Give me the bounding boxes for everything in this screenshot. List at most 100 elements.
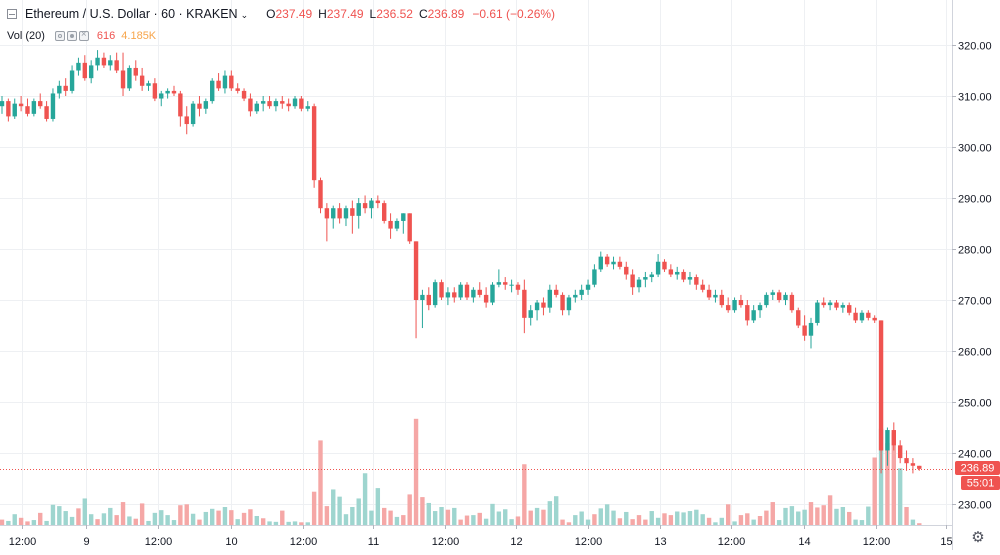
- candle: [38, 93, 43, 109]
- candle-body: [490, 284, 495, 303]
- candle: [789, 292, 795, 313]
- candle-body: [292, 98, 298, 107]
- volume-bar: [280, 510, 285, 525]
- candle-body: [216, 80, 221, 89]
- candle-body: [127, 67, 132, 89]
- volume-bar: [305, 522, 310, 525]
- candle: [114, 52, 119, 74]
- collapse-legend-icon[interactable]: [7, 9, 17, 19]
- candle-body: [178, 93, 183, 117]
- candle-body: [598, 256, 603, 270]
- candle-body: [362, 203, 368, 209]
- candle-body: [445, 292, 451, 298]
- symbol-title[interactable]: Ethereum / U.S. Dollar · 60 · KRAKEN: [25, 7, 238, 21]
- candle: [458, 282, 463, 300]
- candle: [6, 98, 11, 122]
- volume-indicator-title[interactable]: Vol (20): [7, 30, 45, 42]
- candle: [375, 195, 381, 209]
- candle: [382, 200, 387, 224]
- price-tick-label: 300.00: [958, 143, 992, 155]
- candle: [827, 300, 833, 311]
- volume-bar: [827, 495, 833, 525]
- candle: [222, 70, 228, 94]
- candle: [407, 213, 412, 244]
- volume-bar: [878, 428, 884, 525]
- candle-body: [388, 220, 393, 229]
- candle-body: [210, 80, 215, 102]
- volume-bar: [859, 520, 865, 525]
- candle-body: [375, 200, 381, 204]
- volume-bar: [146, 520, 151, 525]
- candle-body: [764, 294, 769, 306]
- candle-body: [197, 103, 202, 109]
- chart-settings-gear-icon[interactable]: ⚙: [971, 529, 985, 546]
- close-icon[interactable]: [78, 29, 89, 41]
- volume-bar: [57, 506, 62, 525]
- candle: [108, 55, 113, 71]
- gear-icon[interactable]: [66, 31, 77, 41]
- volume-bar: [675, 511, 680, 525]
- volume-bar: [388, 510, 393, 525]
- candle-body: [324, 208, 330, 219]
- volume-bar: [114, 515, 119, 525]
- candle: [490, 282, 495, 306]
- volume-bar: [496, 511, 502, 525]
- volume-bar: [630, 519, 635, 525]
- volume-bar: [248, 509, 253, 525]
- chevron-down-icon[interactable]: ⌄: [240, 9, 249, 20]
- candle: [891, 422, 896, 451]
- volume-bar: [426, 502, 431, 525]
- candle: [840, 302, 846, 313]
- candle-body: [222, 75, 228, 89]
- volume-bar: [299, 522, 304, 525]
- candle-body: [420, 294, 425, 300]
- volume-bar: [222, 507, 228, 525]
- last-price-label: 236.89: [961, 463, 995, 475]
- volume-bar: [866, 506, 871, 525]
- volume-bar: [343, 514, 349, 525]
- candle-body: [662, 261, 667, 270]
- candle-body: [337, 208, 342, 219]
- candle: [299, 96, 304, 112]
- volume-bar: [477, 512, 482, 525]
- candle-body: [6, 101, 11, 117]
- volume-bar: [579, 511, 584, 525]
- candle: [337, 203, 342, 224]
- time-tick-label: 9: [83, 536, 89, 548]
- candle: [165, 88, 170, 99]
- high-value: 237.49: [326, 7, 364, 21]
- volume-bar: [885, 443, 890, 525]
- candle-body: [515, 284, 521, 290]
- candle: [553, 284, 559, 298]
- volume-bar: [369, 510, 374, 525]
- eye-icon[interactable]: [54, 31, 65, 41]
- candle-body: [827, 302, 833, 306]
- volume-bar: [757, 516, 763, 525]
- bar-countdown-label: 55:01: [967, 478, 995, 490]
- candle-body: [305, 106, 310, 109]
- candle: [917, 465, 922, 471]
- volume-bar: [891, 432, 896, 525]
- candle-body: [88, 65, 94, 79]
- candle-body: [82, 62, 88, 79]
- price-tick-label: 310.00: [958, 92, 992, 104]
- change-value: −0.61 (−0.26%): [472, 7, 556, 21]
- volume-bar: [362, 473, 368, 525]
- volume-bar: [0, 519, 5, 525]
- candle: [203, 98, 209, 114]
- volume-bar: [324, 506, 330, 525]
- volume-bar: [604, 504, 610, 525]
- candle-body: [547, 289, 553, 308]
- volume-bar: [197, 519, 202, 525]
- candle-body: [18, 103, 24, 107]
- price-tick-label: 240.00: [958, 449, 992, 461]
- volume-bar: [853, 519, 858, 525]
- candle: [592, 264, 597, 288]
- candle: [687, 271, 693, 285]
- volume-bar: [904, 507, 909, 525]
- candle-body: [725, 305, 731, 311]
- candle: [331, 205, 336, 229]
- candle-body: [917, 465, 922, 469]
